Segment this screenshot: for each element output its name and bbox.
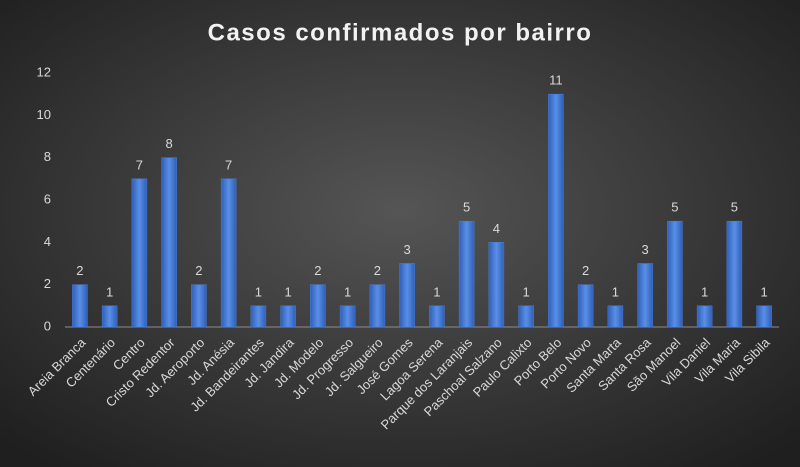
- data-label: 5: [463, 200, 470, 215]
- data-label: 1: [612, 284, 619, 299]
- bar: [220, 178, 237, 328]
- data-label: 1: [433, 284, 440, 299]
- bar: [726, 220, 743, 328]
- data-label: 2: [195, 263, 202, 278]
- bar: [161, 157, 177, 328]
- bar: [548, 93, 564, 328]
- bar: [399, 263, 415, 328]
- chart-title: Casos confirmados por bairro: [208, 19, 593, 46]
- y-tick-label: 2: [44, 276, 51, 291]
- bar: [607, 305, 624, 328]
- data-label: 4: [493, 221, 500, 236]
- bar: [429, 305, 445, 328]
- data-label: 1: [701, 284, 708, 299]
- data-label: 1: [523, 284, 530, 299]
- y-tick-label: 4: [44, 234, 51, 249]
- bar: [518, 305, 534, 328]
- data-label: 7: [225, 157, 232, 172]
- bar: [339, 305, 356, 328]
- data-label: 2: [76, 263, 83, 278]
- y-tick-label: 8: [44, 149, 51, 164]
- bar: [577, 284, 594, 328]
- data-label: 2: [582, 263, 589, 278]
- y-tick-label: 0: [44, 318, 51, 333]
- data-label: 1: [761, 284, 768, 299]
- y-tick-label: 10: [37, 107, 51, 122]
- data-label: 1: [344, 284, 351, 299]
- y-tick-label: 6: [44, 191, 51, 206]
- data-label: 1: [255, 284, 262, 299]
- data-label: 5: [671, 200, 678, 215]
- y-tick-label: 12: [37, 64, 51, 79]
- bar: [131, 178, 148, 328]
- data-label: 1: [106, 284, 113, 299]
- data-label: 2: [314, 263, 321, 278]
- bar: [101, 305, 118, 328]
- bar: [696, 305, 713, 328]
- bar: [250, 305, 267, 328]
- data-label: 1: [285, 284, 292, 299]
- bar: [756, 305, 772, 328]
- data-label: 3: [404, 242, 411, 257]
- data-label: 3: [642, 242, 649, 257]
- data-label: 11: [549, 73, 563, 88]
- bar: [280, 305, 296, 328]
- bar: [458, 220, 475, 328]
- bar: [667, 220, 683, 328]
- bar: [191, 284, 207, 328]
- bar: [637, 263, 653, 328]
- data-label: 5: [731, 200, 738, 215]
- bar: [72, 284, 88, 328]
- bar: [488, 242, 505, 328]
- data-label: 7: [136, 157, 143, 172]
- bar: [369, 284, 386, 328]
- bar: [310, 284, 326, 328]
- data-label: 8: [166, 136, 173, 151]
- data-label: 2: [374, 263, 381, 278]
